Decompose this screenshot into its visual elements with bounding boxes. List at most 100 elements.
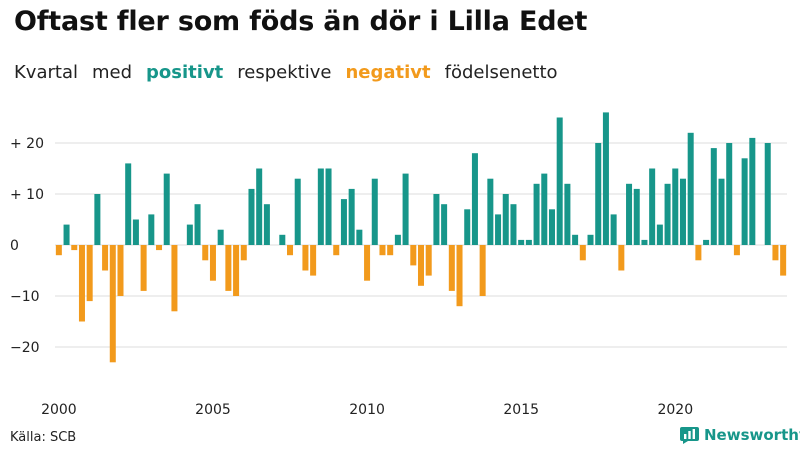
bar-positive	[649, 168, 656, 245]
bar-negative	[140, 245, 147, 291]
bar-positive	[148, 214, 155, 245]
bar-positive	[163, 173, 170, 245]
bar-positive	[710, 148, 717, 245]
bar-positive	[641, 239, 648, 245]
bar-negative	[102, 245, 109, 271]
bar-negative	[579, 245, 586, 261]
bar-negative	[695, 245, 702, 261]
bar-positive	[718, 178, 725, 245]
bar-positive	[556, 117, 563, 245]
bar-positive	[664, 183, 671, 245]
bar-positive	[541, 173, 548, 245]
bar-positive	[294, 178, 301, 245]
x-tick-label: 2000	[41, 402, 77, 418]
bar-negative	[456, 245, 463, 307]
bar-positive	[572, 234, 579, 245]
bar-negative	[209, 245, 216, 281]
bar-positive	[525, 239, 532, 245]
subtitle-positive: positivt	[146, 62, 224, 83]
bar-positive	[471, 153, 478, 245]
bar-positive	[263, 204, 270, 245]
bar-positive	[256, 168, 263, 245]
bar-positive	[394, 234, 401, 245]
bar-negative	[387, 245, 394, 256]
y-tick-label: −20	[10, 340, 40, 356]
bar-negative	[109, 245, 116, 363]
bar-positive	[433, 194, 440, 245]
x-tick-label: 2010	[349, 402, 385, 418]
bar-positive	[672, 168, 679, 245]
bar-positive	[279, 234, 286, 245]
bar-negative	[772, 245, 779, 261]
brand-name: Newsworthy	[704, 426, 800, 444]
bar-positive	[132, 219, 139, 245]
bar-positive	[749, 137, 756, 245]
bar-negative	[287, 245, 294, 256]
bar-negative	[156, 245, 163, 251]
subtitle-med: med	[91, 62, 133, 83]
bar-positive	[602, 112, 609, 246]
bar-negative	[86, 245, 93, 302]
bar-positive	[340, 199, 347, 245]
bar-positive	[348, 188, 355, 245]
subtitle-negative: negativt	[345, 62, 431, 83]
bar-positive	[703, 239, 710, 245]
bar-positive	[518, 239, 525, 245]
bar-positive	[356, 229, 363, 245]
bar-positive	[495, 214, 502, 245]
subtitle-prefix: Kvartal	[14, 62, 78, 83]
bar-negative	[379, 245, 386, 256]
bar-positive	[626, 183, 633, 245]
bar-negative	[71, 245, 78, 251]
bar-negative	[233, 245, 240, 296]
bar-negative	[479, 245, 486, 296]
bar-positive	[564, 183, 571, 245]
bar-negative	[733, 245, 740, 256]
bar-positive	[194, 204, 201, 245]
bar-negative	[240, 245, 247, 261]
bar-positive	[441, 204, 448, 245]
bar-negative	[117, 245, 124, 296]
bar-positive	[533, 183, 540, 245]
bar-positive	[125, 163, 132, 245]
bar-positive	[687, 132, 694, 245]
y-tick-label: 0	[10, 238, 19, 254]
bar-positive	[502, 194, 509, 245]
bar-positive	[487, 178, 494, 245]
subtitle-mid: respektive	[237, 62, 332, 83]
chart-title: Oftast fler som föds än dör i Lilla Edet	[14, 6, 588, 37]
y-tick-label: + 10	[10, 187, 44, 203]
bar-positive	[610, 214, 617, 245]
bar-negative	[333, 245, 340, 256]
bar-positive	[248, 188, 255, 245]
subtitle-suffix: födelsenetto	[444, 62, 558, 83]
bar-positive	[587, 234, 594, 245]
bar-positive	[679, 178, 686, 245]
x-tick-label: 2020	[657, 402, 693, 418]
bar-negative	[410, 245, 417, 266]
bar-negative	[78, 245, 85, 322]
bar-negative	[310, 245, 317, 276]
bar-positive	[63, 224, 70, 245]
y-tick-label: + 20	[10, 136, 44, 152]
bar-positive	[726, 143, 733, 245]
bar-negative	[171, 245, 178, 312]
bar-positive	[764, 143, 771, 245]
bar-negative	[618, 245, 625, 271]
chart-subtitle: Kvartal med positivt respektive negativt föde…	[14, 62, 572, 83]
bar-positive	[325, 168, 332, 245]
bar-negative	[425, 245, 432, 276]
bar-negative	[225, 245, 232, 291]
bar-positive	[371, 178, 378, 245]
bar-negative	[302, 245, 309, 271]
bar-chart: −20 −10 0 + 10 + 20 2000 2005 2010 2015 2020	[10, 112, 787, 418]
x-tick-label: 2015	[503, 402, 539, 418]
bar-positive	[317, 168, 324, 245]
bar-positive	[402, 173, 409, 245]
bar-negative	[780, 245, 787, 276]
bar-negative	[55, 245, 62, 256]
y-tick-label: −10	[10, 289, 40, 305]
bar-positive	[186, 224, 193, 245]
bar-negative	[364, 245, 371, 281]
bar-positive	[595, 143, 602, 245]
